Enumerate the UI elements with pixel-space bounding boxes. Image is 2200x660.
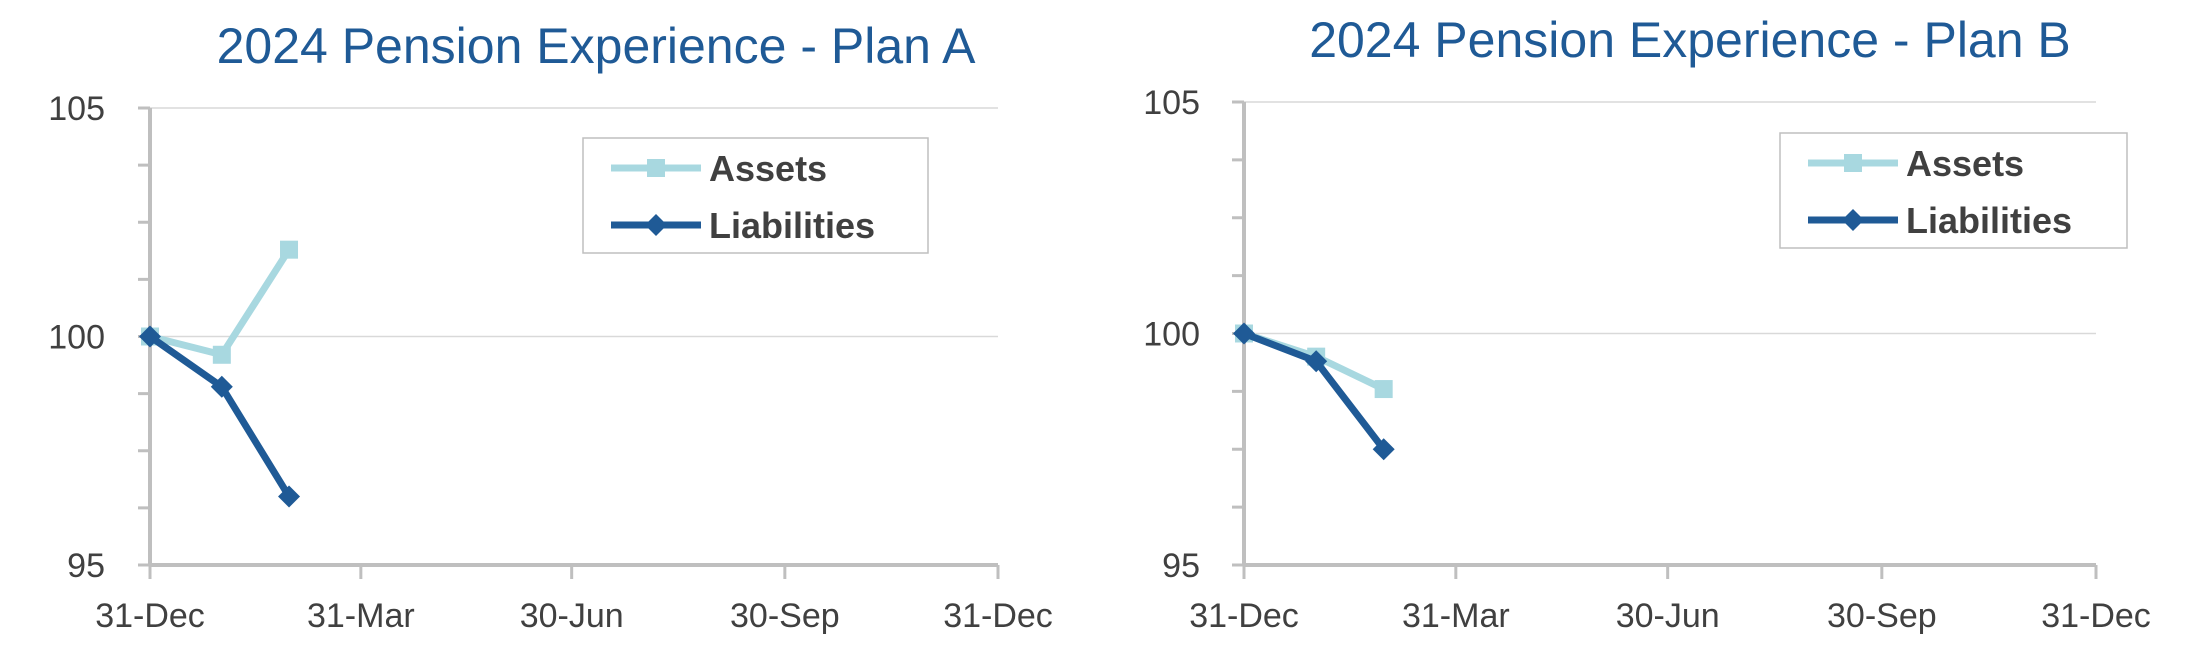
x-tick-label: 31-Dec [2041,597,2151,635]
x-tick-label: 30-Sep [730,597,840,635]
legend-marker [1844,154,1862,172]
data-point [278,485,301,508]
chart-svg: 2024 Pension Experience - Plan B 95 100 105… [1143,12,2151,635]
legend-box [582,137,929,254]
x-tick-label: 30-Jun [520,597,624,635]
y-tick-label: 105 [1143,84,1200,122]
chart-title: 2024 Pension Experience - Plan A [217,18,976,74]
legend-label: Liabilities [709,205,875,246]
x-tick-label: 30-Jun [1616,597,1720,635]
x-tick-label: 31-Dec [943,597,1053,635]
series-liabilities [1233,322,1395,461]
x-tick-label: 31-Mar [1402,597,1510,635]
data-point [280,240,299,259]
data-point [1305,350,1328,373]
chart-plan-b: 2024 Pension Experience - Plan B 95 100 105… [1100,0,2200,660]
legend-marker [645,214,667,236]
chart-svg: 2024 Pension Experience - Plan A 95 100 105… [48,18,1053,635]
legend: Assets Liabilities [582,137,929,254]
x-tick-label: 31-Mar [307,597,415,635]
legend-label: Assets [1906,143,2024,184]
data-point [1372,438,1395,461]
x-tick-label: 31-Dec [1189,597,1299,635]
series-liabilities [139,325,301,508]
data-point [1233,322,1255,345]
legend-marker [647,159,665,177]
legend-label: Assets [709,148,827,189]
y-tick-label: 100 [1143,316,1200,354]
chart-plan-a: 2024 Pension Experience - Plan A 95 100 105… [48,18,1053,635]
data-point [1374,380,1393,399]
data-point [212,345,231,364]
y-tick-label: 95 [1162,547,1200,585]
legend: Assets Liabilities [1779,132,2128,249]
chart-title: 2024 Pension Experience - Plan B [1309,12,2071,68]
series-line-assets [149,247,292,359]
legend-box [1779,132,2128,249]
y-tick-label: 105 [48,90,105,128]
y-tick-label: 100 [48,319,105,357]
legend-label: Liabilities [1906,200,2072,241]
x-tick-label: 30-Sep [1827,597,1937,635]
data-point [139,325,161,348]
x-tick-label: 31-Dec [95,597,205,635]
y-tick-label: 95 [67,547,105,585]
legend-marker [1842,209,1864,231]
data-point [210,375,233,398]
